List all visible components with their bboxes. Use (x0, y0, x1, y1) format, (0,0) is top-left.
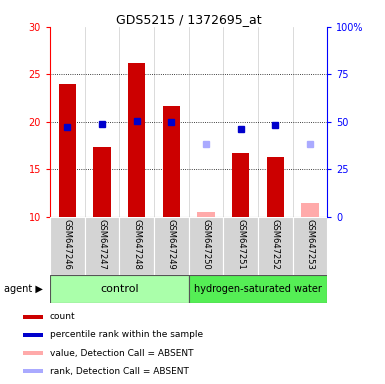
Bar (301, 203, 318, 217)
Bar (119, 217, 154, 275)
Text: GSM647247: GSM647247 (97, 219, 107, 270)
Bar (85, 217, 119, 275)
Bar (197, 212, 215, 217)
Bar (293, 217, 327, 275)
Bar (189, 275, 327, 303)
Text: hydrogen-saturated water: hydrogen-saturated water (194, 284, 322, 294)
Text: GSM647252: GSM647252 (271, 219, 280, 270)
Text: GSM647249: GSM647249 (167, 219, 176, 270)
Bar (189, 217, 223, 275)
Text: GSM647253: GSM647253 (305, 219, 315, 270)
Text: value, Detection Call = ABSENT: value, Detection Call = ABSENT (50, 349, 193, 358)
Bar (232, 153, 249, 217)
Text: GSM647250: GSM647250 (201, 219, 211, 270)
Bar (23, 351, 42, 355)
Text: count: count (50, 312, 75, 321)
Bar (93, 147, 111, 217)
Bar (59, 84, 76, 217)
Text: control: control (100, 284, 139, 294)
Bar (154, 217, 189, 275)
Bar (23, 369, 42, 373)
Title: GDS5215 / 1372695_at: GDS5215 / 1372695_at (116, 13, 261, 26)
Text: percentile rank within the sample: percentile rank within the sample (50, 330, 203, 339)
Text: GSM647251: GSM647251 (236, 219, 245, 270)
Bar (50, 275, 189, 303)
Bar (258, 217, 293, 275)
Bar (266, 157, 284, 217)
Bar (128, 63, 145, 217)
Text: GSM647246: GSM647246 (63, 219, 72, 270)
Text: GSM647248: GSM647248 (132, 219, 141, 270)
Bar (50, 217, 85, 275)
Bar (23, 314, 42, 319)
Bar (23, 333, 42, 337)
Bar (223, 217, 258, 275)
Text: rank, Detection Call = ABSENT: rank, Detection Call = ABSENT (50, 367, 189, 376)
Bar (162, 106, 180, 217)
Text: agent ▶: agent ▶ (4, 284, 43, 294)
